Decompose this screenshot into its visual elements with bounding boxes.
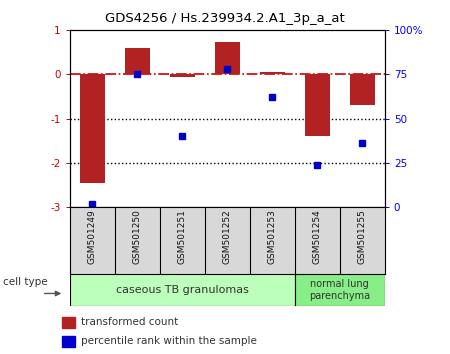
Text: cell type: cell type [4,277,48,287]
Text: GSM501250: GSM501250 [133,209,142,264]
Bar [170,74,194,76]
Text: normal lung
parenchyma: normal lung parenchyma [309,279,370,301]
Bar [70,274,295,306]
Bar [80,74,104,183]
Text: GSM501255: GSM501255 [358,209,367,264]
Bar [125,48,149,74]
Text: caseous TB granulomas: caseous TB granulomas [116,285,249,295]
Text: transformed count: transformed count [81,318,178,327]
Bar [215,42,239,74]
Bar [350,74,374,105]
Bar [295,274,385,306]
Bar [260,72,284,74]
Bar [305,74,329,136]
Text: GSM501249: GSM501249 [88,209,97,264]
Text: percentile rank within the sample: percentile rank within the sample [81,336,256,346]
Text: GSM501252: GSM501252 [223,209,232,264]
Text: GSM501254: GSM501254 [313,209,322,264]
Bar [62,336,75,347]
Bar [62,317,75,328]
Text: GSM501253: GSM501253 [268,209,277,264]
Text: GSM501251: GSM501251 [178,209,187,264]
Text: GDS4256 / Hs.239934.2.A1_3p_a_at: GDS4256 / Hs.239934.2.A1_3p_a_at [105,12,345,25]
